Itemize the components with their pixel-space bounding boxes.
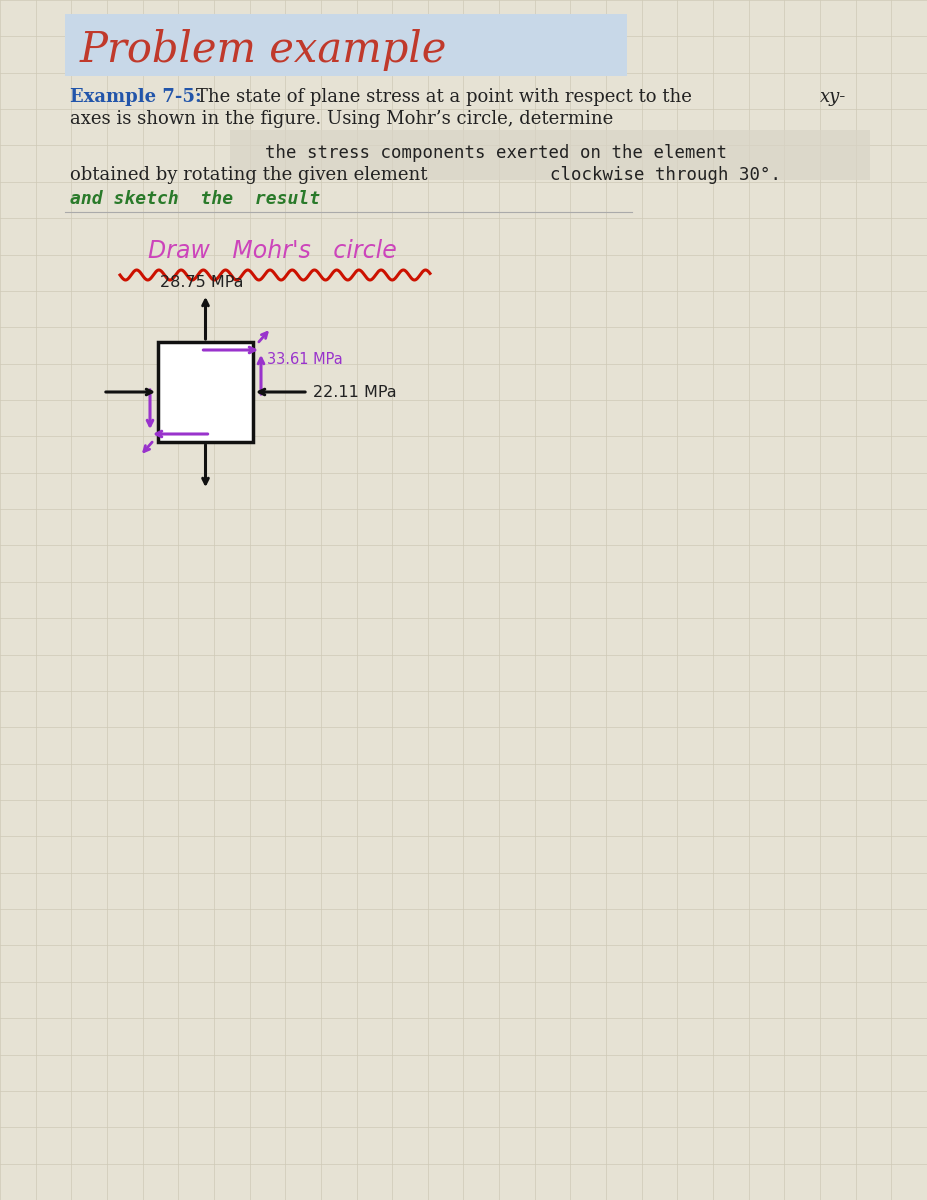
Bar [65,14,627,76]
Text: The state of plane stress at a point with respect to the: The state of plane stress at a point wit… [196,88,698,106]
Text: the stress components exerted on the element: the stress components exerted on the ele… [265,144,727,162]
Text: obtained by rotating the given element: obtained by rotating the given element [70,166,427,184]
Text: Problem example: Problem example [80,29,448,71]
Text: Example 7-5:: Example 7-5: [70,88,202,106]
Text: 28.75 MPa: 28.75 MPa [160,275,244,290]
Text: xy-: xy- [820,88,846,106]
Bar [158,342,253,442]
Text: 33.61 MPa: 33.61 MPa [267,352,343,367]
Text: axes is shown in the figure. Using Mohr’s circle, determine: axes is shown in the figure. Using Mohr’… [70,110,614,128]
Text: Draw   Mohr's   circle: Draw Mohr's circle [148,239,397,263]
Text: 22.11 MPa: 22.11 MPa [313,385,397,400]
Text: clockwise through 30°.: clockwise through 30°. [550,166,781,184]
Bar [230,130,870,180]
Text: and sketch  the  result: and sketch the result [70,190,320,208]
